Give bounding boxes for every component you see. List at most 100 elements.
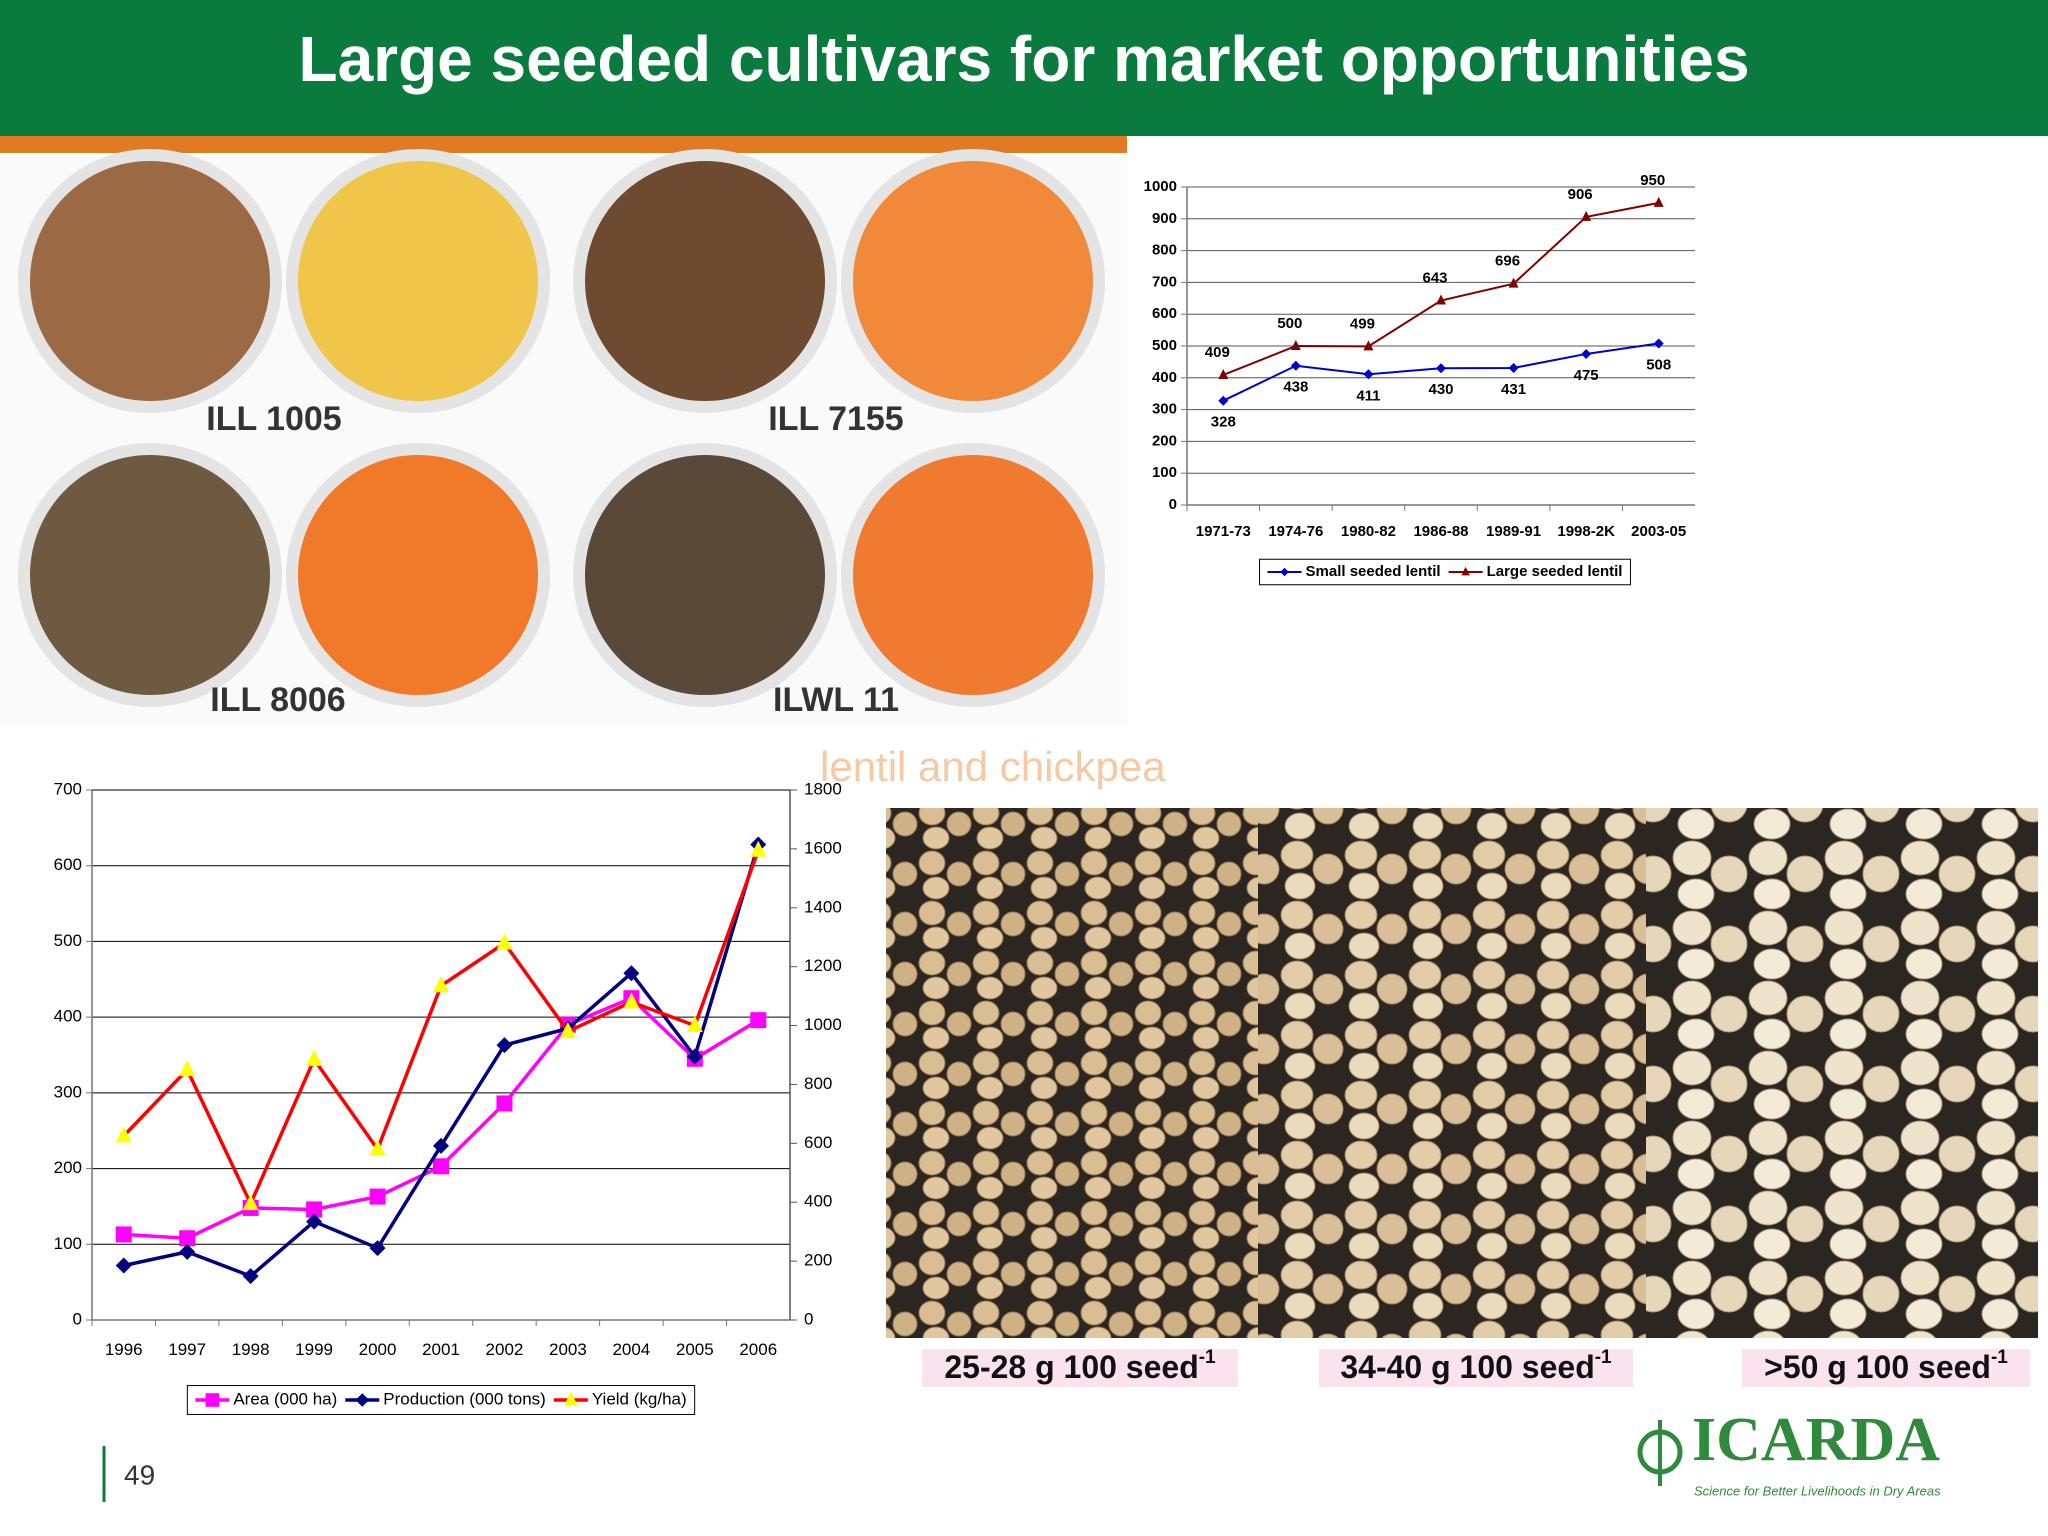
marker (496, 1095, 513, 1112)
y-tick-label: 600 (54, 855, 82, 874)
y-tick-label: 400 (54, 1007, 82, 1026)
marker (623, 992, 640, 1009)
marker (369, 1240, 386, 1257)
lentil-photo: ILL 1005 ILL 7155 ILL 8006 ILWL 11 (0, 149, 1127, 726)
marker (1581, 210, 1592, 221)
marker (433, 976, 449, 993)
legend-box (1259, 558, 1631, 586)
x-tick-label: 2002 (486, 1340, 524, 1359)
marker (179, 1060, 196, 1077)
chart: 0 100 200 300 400 500 600 700 800 900 1000 1971-73 1… (1144, 172, 1695, 586)
marker (205, 1393, 220, 1407)
marker (1290, 340, 1301, 350)
data-label: 430 (1428, 381, 1453, 398)
marker (242, 1268, 259, 1285)
marker (433, 1137, 449, 1154)
x-tick-label: 2005 (676, 1340, 714, 1359)
data-label: 643 (1422, 269, 1447, 286)
seeds (298, 455, 538, 695)
y-tick-label: 500 (54, 931, 82, 950)
cultivar-label: ILL 8006 (210, 681, 345, 719)
caption-box (1319, 1349, 1633, 1387)
legend-label: Yield (kg/ha) (592, 1389, 687, 1408)
y-tick-label: 500 (1152, 337, 1177, 354)
data-label: 500 (1277, 315, 1302, 332)
marker (686, 1015, 703, 1032)
marker (179, 1243, 196, 1260)
x-tick-label: 1997 (168, 1340, 206, 1359)
marker (686, 1048, 703, 1065)
x-tick-label: 2001 (422, 1340, 460, 1359)
marker (750, 840, 767, 857)
cultivar-label: ILWL 11 (773, 681, 899, 719)
data-label: 328 (1211, 414, 1236, 431)
x-tick-label: 1980-82 (1341, 523, 1396, 540)
marker (1218, 395, 1229, 406)
x-tick-label: 2003-05 (1631, 523, 1686, 540)
y-tick-label: 900 (1152, 210, 1177, 227)
logo-tagline: Science for Better Livelihoods in Dry Ar… (1694, 1483, 1941, 1498)
y-tick-label: 200 (54, 1158, 82, 1177)
x-tick-label: 1998 (232, 1340, 270, 1359)
legend-label: Small seeded lentil (1306, 563, 1441, 580)
logo-name: ICARDA (1692, 1406, 1940, 1474)
legend: Area (000 ha) Production (000 tons) Yield … (186, 1385, 696, 1415)
y-tick-label: 300 (1152, 401, 1177, 418)
overlay-text: lentil and chickpea (820, 743, 1166, 790)
marker (1218, 368, 1229, 379)
y2-tick-label: 400 (804, 1192, 832, 1211)
chickpea-medium (1258, 808, 1646, 1338)
seeds (30, 161, 270, 401)
marker (1508, 362, 1519, 373)
y-tick-label: 600 (1152, 305, 1177, 322)
marker (115, 1257, 132, 1274)
caption-sup: -1 (1199, 1347, 1216, 1368)
marker (179, 1230, 196, 1247)
marker (1363, 369, 1374, 380)
data-label: 696 (1495, 253, 1520, 270)
legend-box (186, 1385, 696, 1415)
page-number: 49 (124, 1459, 155, 1490)
marker (1436, 294, 1446, 305)
y-tick-label: 100 (1152, 464, 1177, 481)
caption-sup: -1 (1595, 1347, 1612, 1368)
series-line (1222, 201, 1659, 376)
chickpea-small (886, 808, 1258, 1338)
x-tick-label: 1999 (295, 1340, 333, 1359)
y2-tick-label: 1400 (804, 897, 842, 916)
chickpea-large (1646, 808, 2038, 1338)
y-tick-label: 1000 (1144, 178, 1177, 195)
marker (564, 1391, 578, 1406)
y-tick-label: 0 (1169, 496, 1177, 513)
marker (242, 1194, 259, 1211)
marker (115, 1226, 132, 1243)
y2-tick-label: 800 (804, 1074, 832, 1093)
cultivar-label: ILL 7155 (768, 400, 903, 438)
marker (369, 1139, 386, 1156)
x-tick-label: 1974-76 (1268, 523, 1323, 540)
caption-box (1742, 1349, 2030, 1387)
y2-tick-label: 1200 (804, 956, 842, 975)
x-tick-label: 2004 (612, 1340, 650, 1359)
x-tick-label: 1996 (105, 1340, 143, 1359)
data-label: 508 (1646, 356, 1671, 373)
marker (496, 1037, 513, 1054)
chart: 0 100 200 300 400 500 600 700 0 200 400 600 800 1000 1… (54, 779, 842, 1415)
header-band (0, 0, 2048, 136)
marker (559, 1021, 576, 1038)
data-label: 906 (1568, 186, 1593, 203)
y2-tick-label: 200 (804, 1251, 832, 1270)
y-tick-label: 400 (1152, 369, 1177, 386)
marker (1290, 360, 1301, 371)
caption-sup: -1 (1991, 1347, 2008, 1368)
marker (115, 1126, 132, 1143)
seeds (585, 455, 825, 695)
marker (1653, 196, 1664, 207)
marker (306, 1049, 323, 1066)
marker (1280, 567, 1289, 577)
seed-weight-caption: 25-28 g 100 seed-1 (944, 1347, 1216, 1385)
caption-box (922, 1349, 1238, 1387)
data-label: 475 (1574, 367, 1599, 384)
marker (496, 933, 513, 950)
